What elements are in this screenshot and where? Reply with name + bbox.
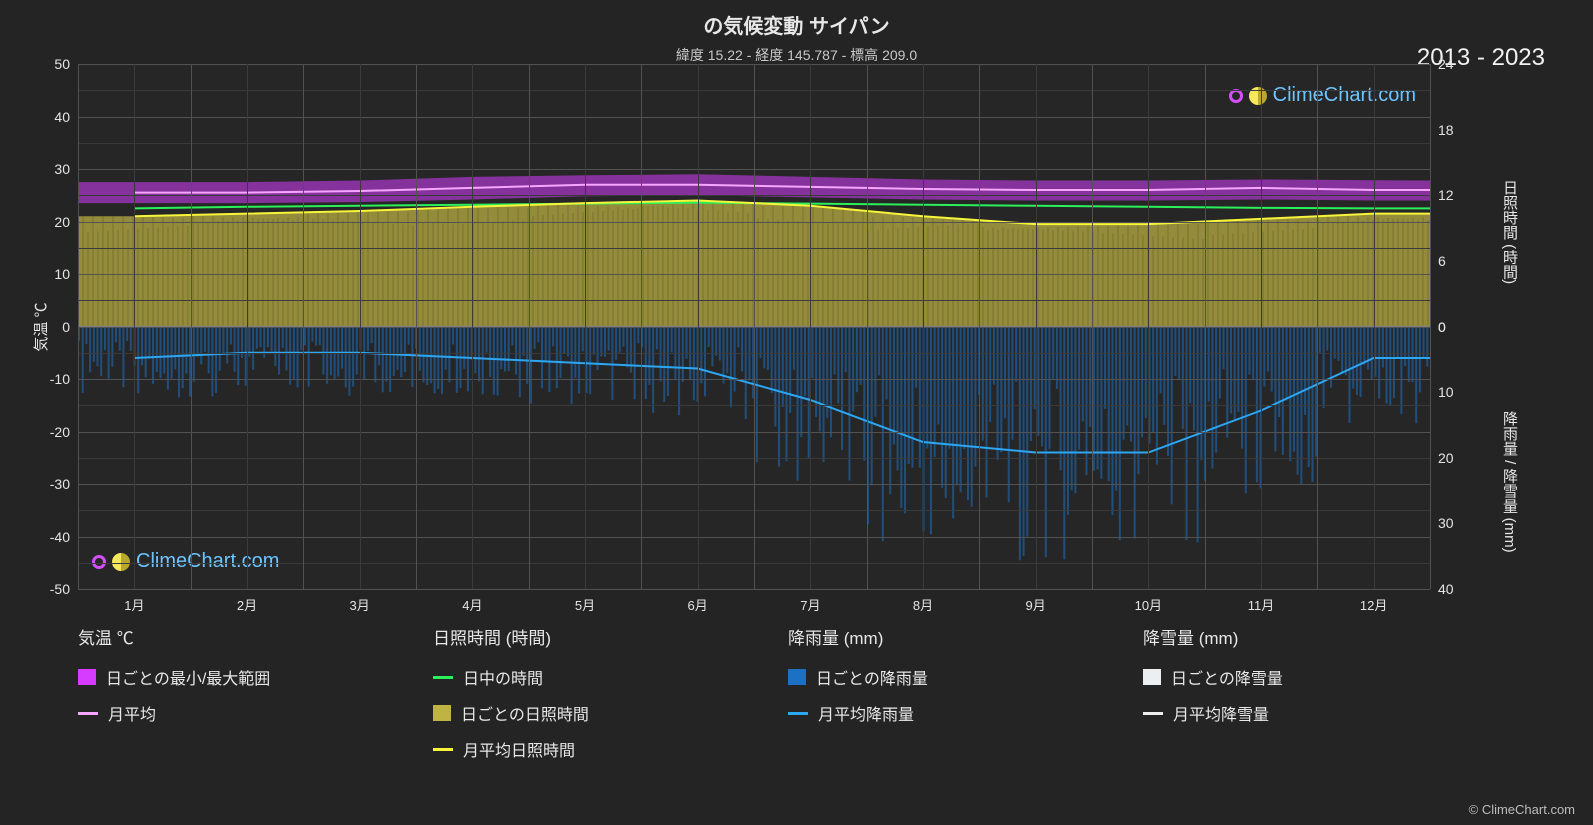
ytick-left: 40 xyxy=(54,109,70,125)
xtick-month: 12月 xyxy=(1360,595,1387,614)
legend-item: 月平均 xyxy=(78,701,393,725)
ytick-left: 0 xyxy=(62,319,70,335)
legend-item: 月平均日照時間 xyxy=(433,737,748,761)
legend-column-title: 降雪量 (mm) xyxy=(1143,624,1458,649)
climate-chart-container: の気候変動 サイパン 緯度 15.22 - 経度 145.787 - 標高 20… xyxy=(0,0,1593,825)
legend-label: 月平均降雨量 xyxy=(818,701,914,725)
legend-item: 日ごとの降雨量 xyxy=(788,665,1103,689)
legend-item: 月平均降雨量 xyxy=(788,701,1103,725)
ytick-right-precip: 20 xyxy=(1438,450,1454,466)
watermark-text: ClimeChart.com xyxy=(136,550,279,573)
ytick-left: -30 xyxy=(50,476,70,492)
legend-column: 降雨量 (mm) 日ごとの降雨量月平均降雨量 xyxy=(788,624,1103,761)
legend-item: 日ごとの日照時間 xyxy=(433,701,748,725)
ytick-right-sunshine: 18 xyxy=(1438,122,1454,138)
ytick-left: 50 xyxy=(54,56,70,72)
chart-title: の気候変動 サイパン xyxy=(0,0,1593,39)
y-axis-left-label: 気温 ℃ xyxy=(30,302,51,351)
year-range-label: 2013 - 2023 xyxy=(1417,44,1545,72)
watermark-bottom-left: ClimeChart.com xyxy=(92,550,279,573)
xtick-month: 10月 xyxy=(1135,595,1162,614)
legend-label: 月平均日照時間 xyxy=(463,737,575,761)
legend-label: 日ごとの日照時間 xyxy=(461,701,589,725)
watermark-ring-icon xyxy=(92,555,106,569)
xtick-month: 7月 xyxy=(800,595,820,614)
legend-item: 日ごとの降雪量 xyxy=(1143,665,1458,689)
legend-swatch xyxy=(433,748,453,751)
ytick-left: -40 xyxy=(50,529,70,545)
legend-column: 日照時間 (時間) 日中の時間日ごとの日照時間月平均日照時間 xyxy=(433,624,748,761)
xtick-month: 11月 xyxy=(1248,595,1275,614)
y-axis-right-label-sunshine: 日照時間 (時間) xyxy=(1499,180,1520,284)
legend-item: 月平均降雪量 xyxy=(1143,701,1458,725)
legend-swatch xyxy=(1143,712,1163,715)
watermark-disc-icon xyxy=(112,553,130,571)
xtick-month: 5月 xyxy=(575,595,595,614)
legend-item: 日中の時間 xyxy=(433,665,748,689)
legend-label: 日ごとの降雨量 xyxy=(816,665,928,689)
xtick-month: 9月 xyxy=(1026,595,1046,614)
legend-column-title: 降雨量 (mm) xyxy=(788,624,1103,649)
xtick-month: 1月 xyxy=(124,595,144,614)
legend-swatch xyxy=(788,669,806,685)
ytick-right-precip: 30 xyxy=(1438,515,1454,531)
chart-subtitle: 緯度 15.22 - 経度 145.787 - 標高 209.0 xyxy=(0,45,1593,65)
xtick-month: 3月 xyxy=(350,595,370,614)
ytick-right-sunshine: 24 xyxy=(1438,56,1454,72)
ytick-right-precip: 0 xyxy=(1438,319,1446,335)
watermark-top-right: ClimeChart.com xyxy=(1229,84,1416,107)
legend-label: 日中の時間 xyxy=(463,665,543,689)
ytick-right-precip: 10 xyxy=(1438,384,1454,400)
ytick-left: -20 xyxy=(50,424,70,440)
xtick-month: 6月 xyxy=(688,595,708,614)
plot-area: 気温 ℃ 日照時間 (時間) 降雨量 / 降雪量 (mm) ClimeChart… xyxy=(78,64,1430,589)
ytick-right-sunshine: 6 xyxy=(1438,253,1446,269)
ytick-right-sunshine: 12 xyxy=(1438,187,1454,203)
xtick-month: 8月 xyxy=(913,595,933,614)
legend-label: 月平均 xyxy=(108,701,156,725)
ytick-left: 30 xyxy=(54,161,70,177)
legend-swatch xyxy=(788,712,808,715)
watermark-text: ClimeChart.com xyxy=(1273,84,1416,107)
xtick-month: 2月 xyxy=(237,595,257,614)
legend-swatch xyxy=(433,676,453,679)
legend-swatch xyxy=(433,705,451,721)
legend: 気温 ℃ 日ごとの最小/最大範囲月平均 日照時間 (時間) 日中の時間日ごとの日照時間… xyxy=(78,624,1458,761)
legend-swatch xyxy=(78,669,96,685)
legend-label: 月平均降雪量 xyxy=(1173,701,1269,725)
legend-item: 日ごとの最小/最大範囲 xyxy=(78,665,393,689)
legend-column-title: 日照時間 (時間) xyxy=(433,624,748,649)
ytick-right-precip: 40 xyxy=(1438,581,1454,597)
ytick-left: 10 xyxy=(54,266,70,282)
legend-swatch xyxy=(78,712,98,715)
ytick-left: 20 xyxy=(54,214,70,230)
xtick-month: 4月 xyxy=(462,595,482,614)
y-axis-right-label-precip: 降雨量 / 降雪量 (mm) xyxy=(1499,411,1520,553)
legend-swatch xyxy=(1143,669,1161,685)
ytick-left: -10 xyxy=(50,371,70,387)
legend-label: 日ごとの最小/最大範囲 xyxy=(106,665,270,689)
legend-label: 日ごとの降雪量 xyxy=(1171,665,1283,689)
legend-column-title: 気温 ℃ xyxy=(78,624,393,649)
watermark-disc-icon xyxy=(1249,87,1267,105)
copyright-text: © ClimeChart.com xyxy=(1469,802,1575,817)
legend-column: 降雪量 (mm) 日ごとの降雪量月平均降雪量 xyxy=(1143,624,1458,761)
ytick-left: -50 xyxy=(50,581,70,597)
legend-column: 気温 ℃ 日ごとの最小/最大範囲月平均 xyxy=(78,624,393,761)
